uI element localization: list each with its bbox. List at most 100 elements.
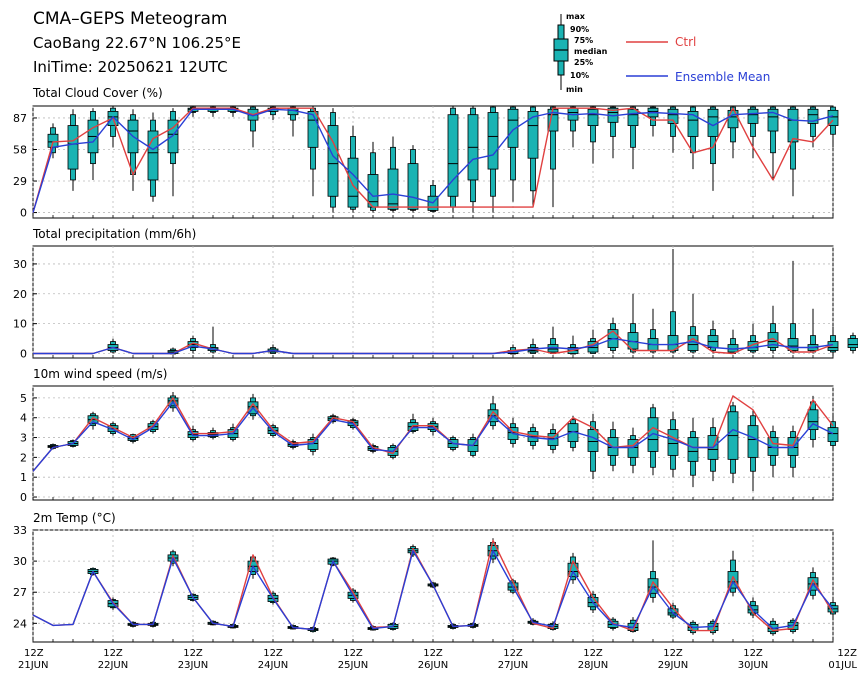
series-mean-line — [32, 550, 834, 631]
y-tick-label: 30 — [13, 258, 27, 271]
box-lower-tail — [730, 127, 736, 143]
box-lower-tail — [790, 141, 796, 170]
box-lower-tail — [590, 451, 596, 472]
box-upper-tail — [730, 405, 736, 413]
ensemble-box — [587, 106, 599, 164]
legend-label-max: max — [566, 12, 586, 21]
ensemble-box — [727, 329, 739, 354]
y-tick-label: 29 — [13, 175, 27, 188]
box-lower-tail — [650, 116, 656, 126]
box-legend: max 90% 75% median 25% 10% min — [553, 12, 608, 94]
box-upper-tail — [390, 146, 396, 170]
x-date-label: 01JUL — [828, 660, 857, 671]
series-mean-line — [32, 108, 834, 213]
ensemble-box — [647, 106, 659, 137]
box-upper-tail — [70, 114, 76, 126]
ensemble-box — [687, 293, 699, 354]
box-upper-tail — [730, 559, 736, 572]
init-time-label: IniTime: 20250621 12UTC — [33, 58, 228, 76]
box-iqr — [47, 133, 59, 148]
box-upper-tail — [550, 338, 556, 345]
ensemble-box — [547, 326, 559, 354]
box-upper-tail — [630, 435, 636, 440]
box-upper-tail — [650, 329, 656, 339]
box-iqr — [587, 108, 599, 126]
legend-ctrl-label: Ctrl — [675, 35, 696, 49]
box-lower-tail — [530, 157, 536, 192]
y-tick-label: 27 — [13, 586, 27, 599]
box-lower-tail — [490, 168, 496, 197]
ensemble-box — [387, 136, 399, 213]
legend-label-75: 75% — [574, 36, 593, 45]
box-lower-tail — [750, 122, 756, 137]
box-lower-tail — [590, 125, 596, 143]
ensemble-box — [767, 305, 779, 354]
ensemble-box — [467, 106, 479, 213]
box-lower-tail — [570, 441, 576, 448]
legend-mean-label: Ensemble Mean — [675, 70, 770, 84]
box-upper-tail — [670, 419, 676, 431]
ensemble-box — [827, 106, 839, 148]
box-lower-tail — [690, 460, 696, 476]
box-upper-tail — [110, 107, 116, 112]
box-lower-tail — [770, 454, 776, 466]
x-date-label: 27JUN — [498, 660, 528, 671]
x-hour-label: 12Z — [743, 648, 763, 659]
ensemble-box — [667, 248, 679, 354]
box-upper-tail — [510, 423, 516, 429]
x-axis-labels: 12Z21JUN12Z22JUN12Z23JUN12Z24JUN12Z25JUN… — [18, 648, 857, 671]
box-iqr — [787, 338, 799, 351]
box-lower-tail — [290, 114, 296, 121]
box-iqr — [827, 427, 839, 442]
box-lower-tail — [450, 195, 456, 208]
legend-label-10: 10% — [570, 71, 589, 80]
box-lower-tail — [810, 122, 816, 137]
box-upper-tail — [410, 419, 416, 424]
series-ctrl-line — [32, 107, 834, 213]
y-tick-label: 24 — [13, 617, 27, 630]
box-lower-tail — [190, 347, 196, 351]
box-upper-tail — [250, 397, 256, 403]
box-upper-tail — [150, 119, 156, 132]
ensemble-box — [427, 417, 439, 436]
ensemble-box — [767, 425, 779, 478]
box-iqr — [667, 108, 679, 124]
ensemble-box — [587, 413, 599, 480]
y-tick-label: 2 — [20, 451, 27, 464]
box-upper-tail — [530, 106, 536, 112]
panel-3: 24 27 30 33 — [13, 524, 839, 643]
ensemble-box — [127, 109, 139, 191]
ensemble-box — [727, 550, 739, 597]
ensemble-box — [647, 540, 659, 603]
x-date-label: 29JUN — [658, 660, 688, 671]
box-iqr — [807, 409, 819, 431]
x-hour-label: 12Z — [24, 648, 44, 659]
box-iqr — [167, 119, 179, 154]
box-iqr — [727, 571, 739, 589]
y-tick-label: 0 — [20, 348, 27, 361]
box-iqr — [407, 163, 419, 210]
ensemble-box — [747, 409, 759, 492]
box-upper-tail — [610, 323, 616, 331]
y-tick-label: 58 — [13, 143, 27, 156]
box-iqr — [707, 108, 719, 137]
x-hour-label: 12Z — [583, 648, 603, 659]
box-upper-tail — [530, 427, 536, 433]
ensemble-box — [547, 106, 559, 208]
series-mean-line — [32, 401, 834, 472]
box-iqr — [67, 125, 79, 170]
box-upper-tail — [130, 114, 136, 121]
box-upper-tail — [810, 335, 816, 345]
chart-title: CMA–GEPS Meteogram — [33, 9, 227, 29]
ensemble-box — [807, 395, 819, 448]
box-lower-tail — [570, 119, 576, 132]
x-date-label: 24JUN — [258, 660, 288, 671]
x-date-label: 26JUN — [418, 660, 448, 671]
box-lower-tail — [550, 445, 556, 450]
box-lower-tail — [850, 347, 856, 351]
box-iqr — [727, 109, 739, 129]
panel-title-temp: 2m Temp (°C) — [33, 511, 116, 525]
box-lower-tail — [770, 130, 776, 154]
box-iqr — [767, 108, 779, 132]
